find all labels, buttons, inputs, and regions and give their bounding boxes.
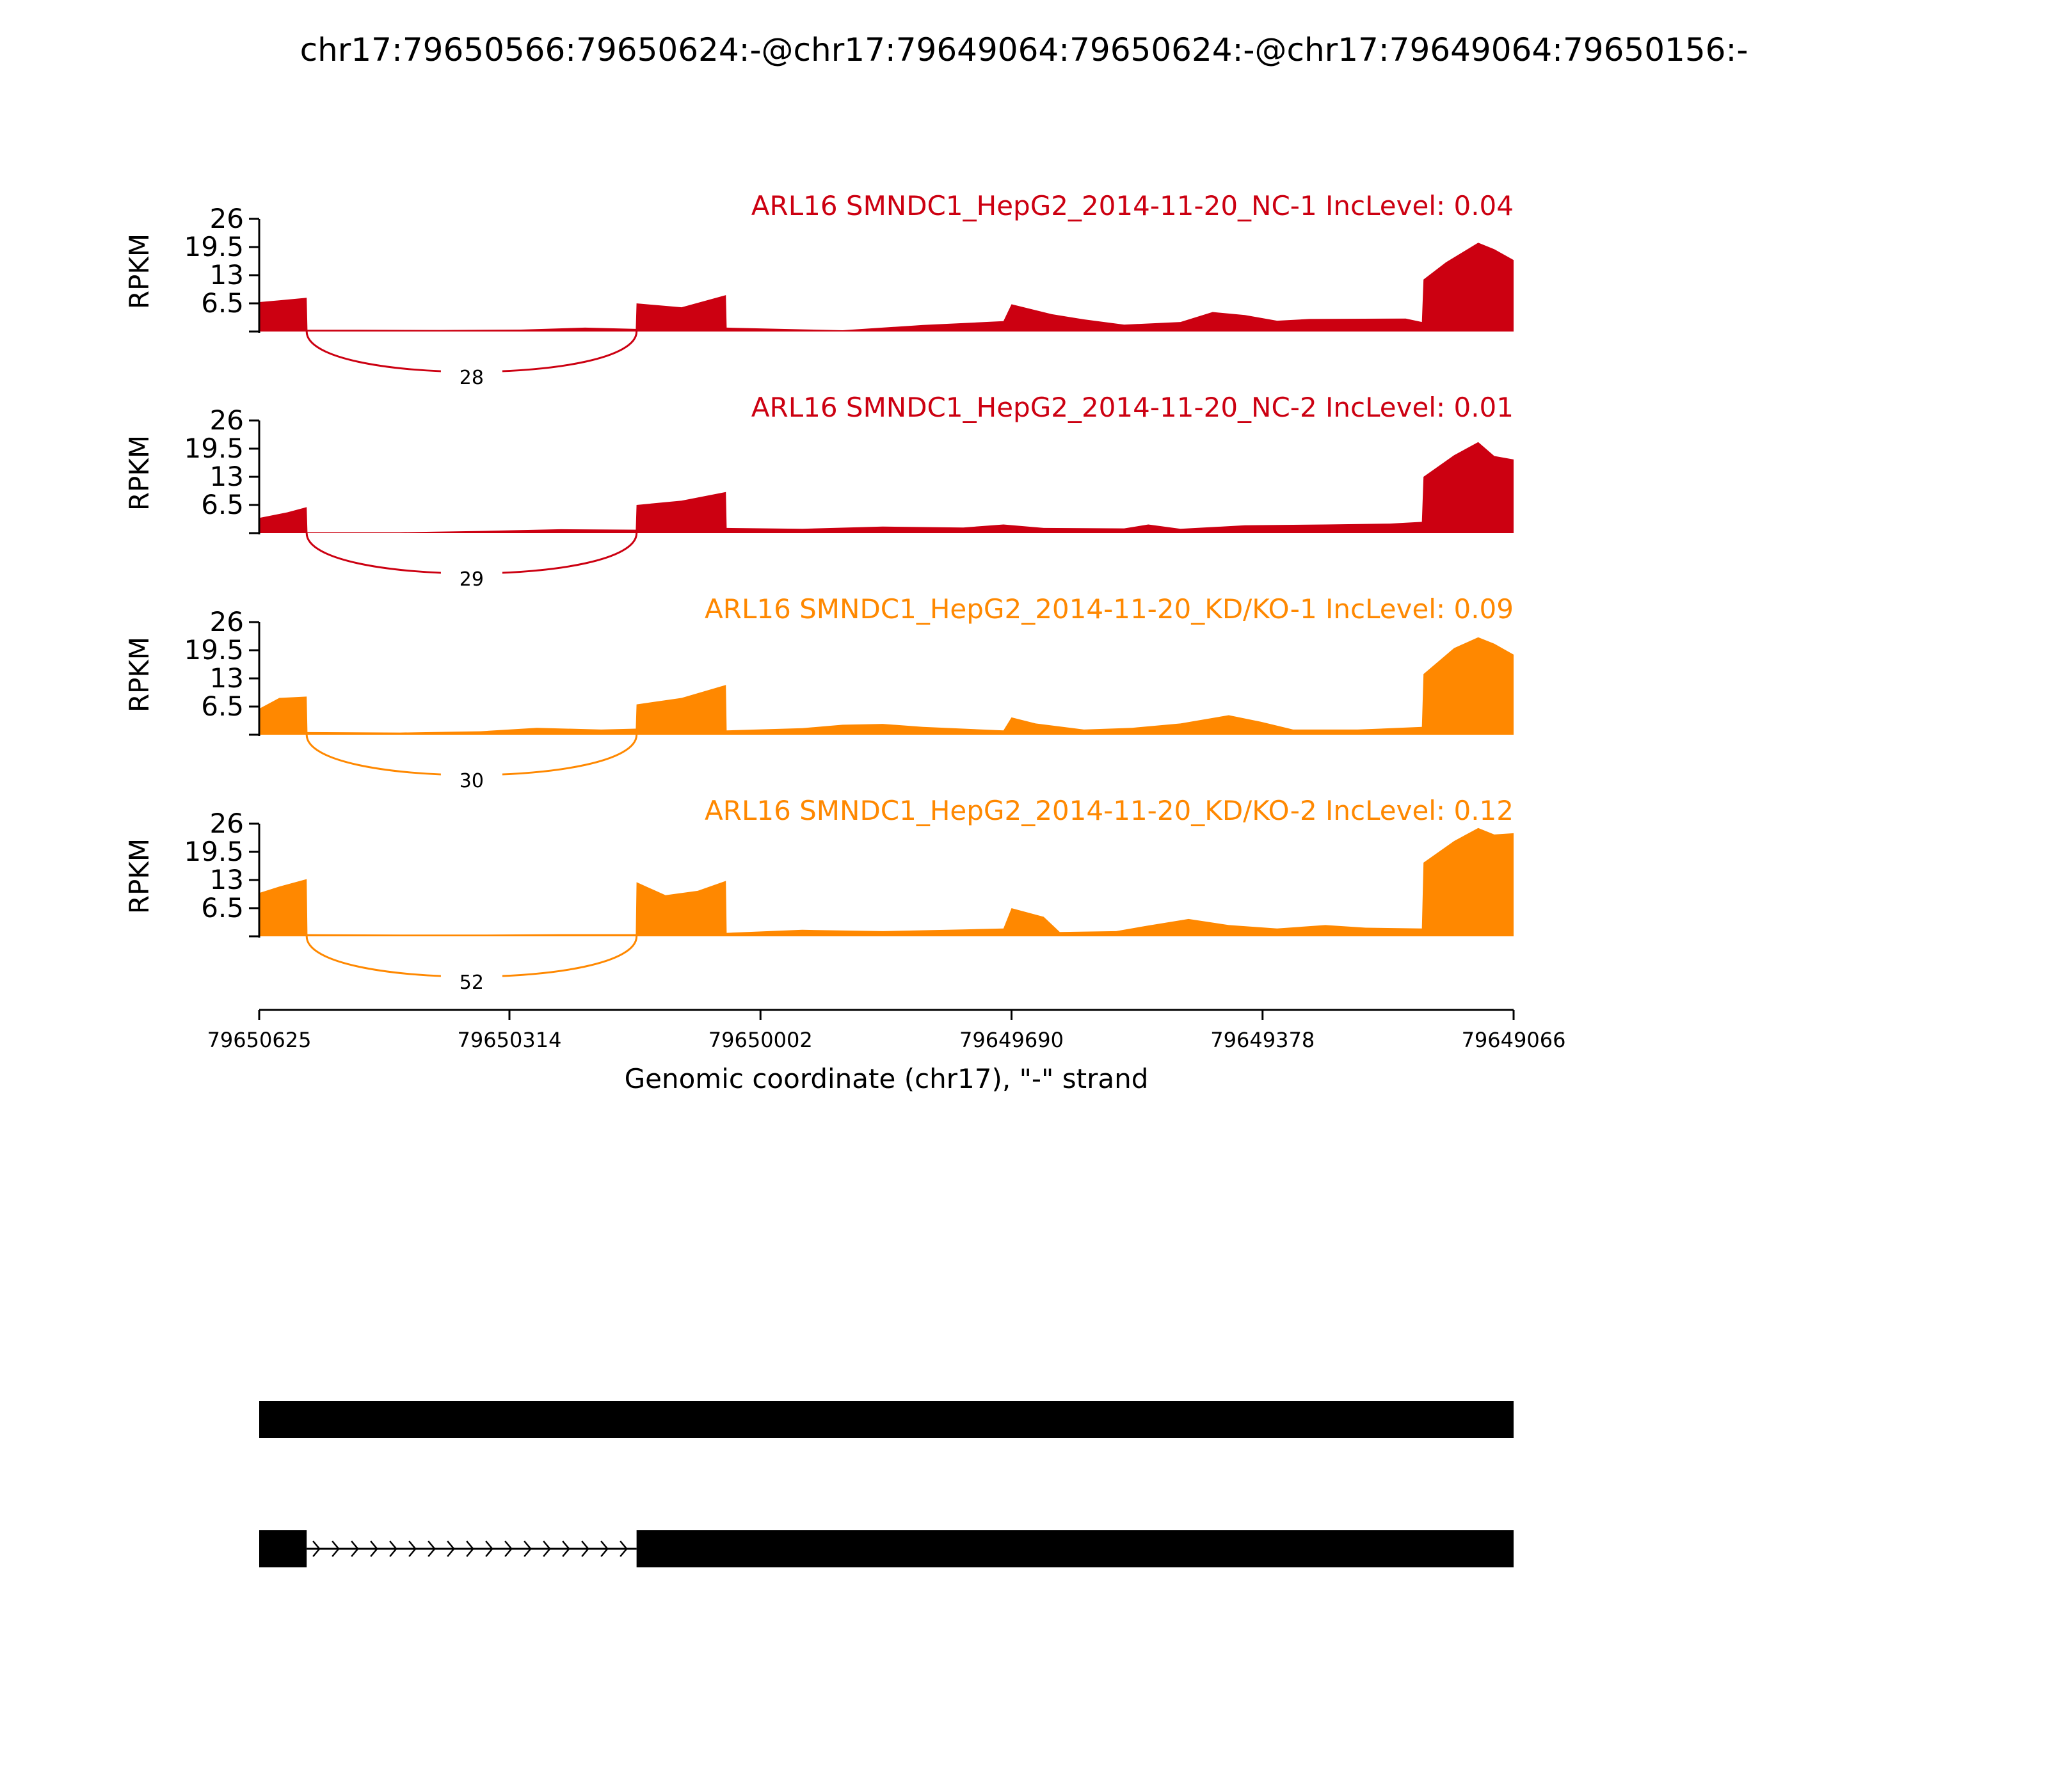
strand-chevron [620,1540,628,1557]
coverage-area [259,243,1514,332]
x-tick-label: 79649066 [1462,1028,1566,1052]
junction-count: 52 [460,972,484,994]
y-tick-label: 19.5 [184,836,244,867]
coverage-area [259,828,1514,936]
page-title: chr17:79650566:79650624:-@chr17:79649064… [300,31,1748,68]
y-tick-label: 13 [210,662,244,694]
y-tick-label: 6.5 [201,691,244,722]
x-tick-label: 79650002 [708,1028,813,1052]
strand-chevron [408,1540,417,1557]
y-tick-label: 26 [210,404,244,436]
y-tick-label: 26 [210,606,244,637]
junction-label-bg [440,566,502,589]
y-tick-label: 26 [210,808,244,839]
strand-chevron [581,1540,589,1557]
sample-label: ARL16 SMNDC1_HepG2_2014-11-20_KD/KO-1 In… [705,593,1514,625]
y-tick-label: 6.5 [201,489,244,520]
y-tick-label: 19.5 [184,231,244,262]
strand-chevron [524,1540,532,1557]
sample-label: ARL16 SMNDC1_HepG2_2014-11-20_KD/KO-2 In… [705,795,1514,826]
sample-label: ARL16 SMNDC1_HepG2_2014-11-20_NC-1 IncLe… [751,190,1514,221]
exon-block [259,1401,1514,1438]
y-tick-label: 13 [210,259,244,291]
strand-chevron [312,1540,321,1557]
strand-chevron [562,1540,570,1557]
exon-block [259,1530,307,1567]
strand-chevron [447,1540,455,1557]
exon-block [636,1530,1514,1567]
x-tick-label: 79649378 [1210,1028,1315,1052]
y-tick-label: 13 [210,461,244,492]
strand-chevron [370,1540,378,1557]
strand-chevron [466,1540,474,1557]
y-axis-label: RPKM [124,637,155,712]
coverage-area [259,637,1514,735]
strand-chevron [351,1540,359,1557]
y-tick-label: 13 [210,864,244,895]
isoform-models [259,1401,1514,1567]
x-axis: 79650625 79650314 79650002 79649690 79649378… [207,1009,1566,1094]
strand-chevron [332,1540,340,1557]
y-tick-label: 26 [210,203,244,234]
y-tick-label: 6.5 [201,892,244,924]
junction-count: 28 [460,367,484,389]
strand-chevron [485,1540,493,1557]
junction-count: 30 [460,770,484,792]
x-axis-label: Genomic coordinate (chr17), "-" strand [625,1063,1149,1094]
strand-chevron [428,1540,436,1557]
x-tick-label: 79650314 [458,1028,562,1052]
y-tick-label: 19.5 [184,433,244,464]
junction-label-bg [440,768,502,791]
x-tick-label: 79649690 [959,1028,1064,1052]
junction-count: 29 [460,568,484,591]
junction-label-bg [440,365,502,388]
isoform-2 [259,1530,1514,1567]
strand-chevron [389,1540,397,1557]
strand-chevron [504,1540,513,1557]
y-axis-label: RPKM [124,838,155,914]
junction-label-bg [440,970,502,993]
x-tick-label: 79650625 [207,1028,312,1052]
sample-label: ARL16 SMNDC1_HepG2_2014-11-20_NC-2 IncLe… [751,392,1514,423]
isoform-1 [259,1401,1514,1438]
coverage-area [259,442,1514,533]
y-axis-label: RPKM [124,234,155,309]
y-tick-label: 6.5 [201,287,244,319]
strand-chevron [543,1540,551,1557]
y-axis-label: RPKM [124,435,155,511]
strand-chevron [600,1540,609,1557]
y-tick-label: 19.5 [184,634,244,666]
